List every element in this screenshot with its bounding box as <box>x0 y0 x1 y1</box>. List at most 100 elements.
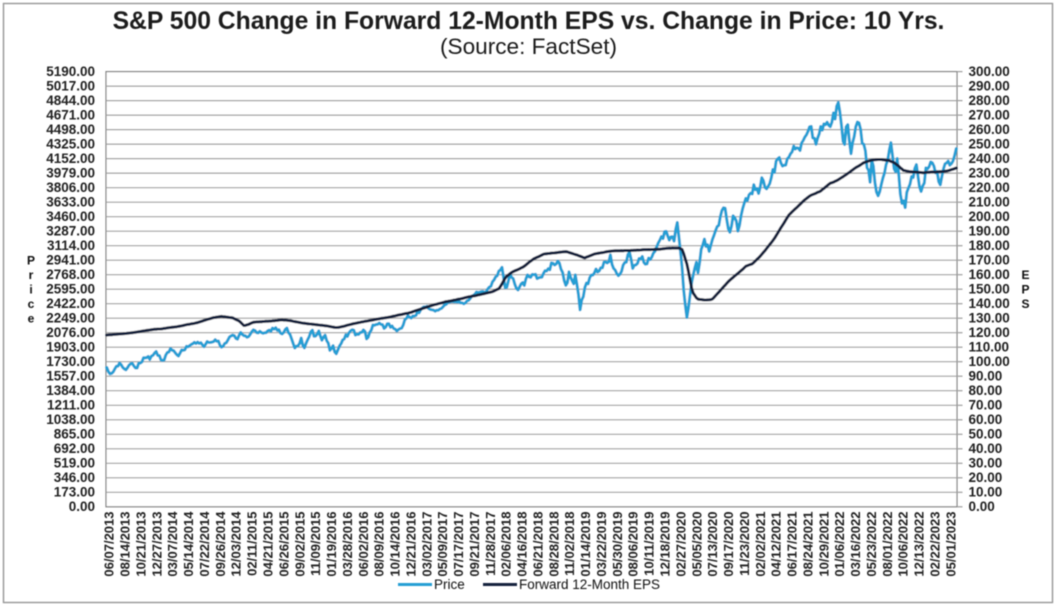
svg-text:210.00: 210.00 <box>969 195 1010 210</box>
svg-text:346.00: 346.00 <box>54 470 95 485</box>
svg-text:4325.00: 4325.00 <box>46 137 95 152</box>
svg-text:173.00: 173.00 <box>54 485 95 500</box>
svg-text:10/14/2016: 10/14/2016 <box>388 512 403 577</box>
svg-text:11/28/2017: 11/28/2017 <box>483 512 498 576</box>
svg-text:11/02/2018: 11/02/2018 <box>562 512 577 576</box>
svg-text:Price: Price <box>434 577 465 592</box>
svg-text:3633.00: 3633.00 <box>46 195 95 210</box>
svg-text:02/02/2021: 02/02/2021 <box>753 512 768 577</box>
svg-text:06/17/2021: 06/17/2021 <box>785 512 800 577</box>
svg-text:1730.00: 1730.00 <box>46 354 95 369</box>
svg-text:100.00: 100.00 <box>969 354 1010 369</box>
svg-text:260.00: 260.00 <box>969 122 1010 137</box>
svg-text:07/13/2020: 07/13/2020 <box>705 512 720 577</box>
svg-text:300.00: 300.00 <box>969 64 1010 79</box>
svg-text:40.00: 40.00 <box>969 441 1003 456</box>
svg-text:07/22/2014: 07/22/2014 <box>197 511 212 577</box>
svg-text:e: e <box>28 311 35 325</box>
svg-text:06/02/2016: 06/02/2016 <box>356 512 371 577</box>
svg-text:10/21/2013: 10/21/2013 <box>134 512 149 577</box>
svg-text:05/14/2014: 05/14/2014 <box>181 511 196 577</box>
svg-text:230.00: 230.00 <box>969 166 1010 181</box>
svg-text:08/24/2021: 08/24/2021 <box>800 512 815 577</box>
svg-text:692.00: 692.00 <box>54 441 95 456</box>
svg-text:60.00: 60.00 <box>969 412 1003 427</box>
svg-text:11/23/2020: 11/23/2020 <box>737 512 752 576</box>
svg-text:130.00: 130.00 <box>969 311 1010 326</box>
svg-text:3460.00: 3460.00 <box>46 209 95 224</box>
svg-text:02/11/2015: 02/11/2015 <box>245 512 260 576</box>
svg-text:5190.00: 5190.00 <box>46 64 95 79</box>
svg-text:09/21/2017: 09/21/2017 <box>467 512 482 577</box>
svg-text:1038.00: 1038.00 <box>46 412 95 427</box>
svg-text:250.00: 250.00 <box>969 137 1010 152</box>
svg-text:3979.00: 3979.00 <box>46 166 95 181</box>
svg-text:05/01/2023: 05/01/2023 <box>943 512 958 577</box>
svg-text:70.00: 70.00 <box>969 398 1003 413</box>
svg-text:r: r <box>29 268 34 282</box>
svg-text:12/13/2022: 12/13/2022 <box>912 512 927 577</box>
svg-text:4152.00: 4152.00 <box>46 151 95 166</box>
svg-text:S&P 500 Change in Forward 12-M: S&P 500 Change in Forward 12-Month EPS v… <box>113 8 945 35</box>
svg-text:08/01/2022: 08/01/2022 <box>880 512 895 577</box>
svg-text:02/06/2018: 02/06/2018 <box>499 512 514 577</box>
svg-text:01/06/2022: 01/06/2022 <box>832 512 847 577</box>
svg-text:50.00: 50.00 <box>969 427 1003 442</box>
svg-text:1903.00: 1903.00 <box>46 340 95 355</box>
svg-text:120.00: 120.00 <box>969 325 1010 340</box>
svg-text:240.00: 240.00 <box>969 151 1010 166</box>
svg-text:05/23/2022: 05/23/2022 <box>864 512 879 577</box>
svg-text:09/26/2014: 09/26/2014 <box>213 511 228 577</box>
svg-text:0.00: 0.00 <box>69 499 95 514</box>
svg-text:1211.00: 1211.00 <box>47 398 95 413</box>
svg-text:4498.00: 4498.00 <box>46 122 95 137</box>
svg-text:140.00: 140.00 <box>969 296 1010 311</box>
svg-text:03/16/2022: 03/16/2022 <box>848 512 863 577</box>
svg-text:220.00: 220.00 <box>969 180 1010 195</box>
svg-text:05/30/2019: 05/30/2019 <box>610 512 625 577</box>
svg-text:190.00: 190.00 <box>969 224 1010 239</box>
svg-text:2422.00: 2422.00 <box>46 296 95 311</box>
svg-text:30.00: 30.00 <box>969 456 1003 471</box>
svg-text:12/27/2013: 12/27/2013 <box>149 512 164 577</box>
svg-text:5017.00: 5017.00 <box>46 79 95 94</box>
svg-text:04/21/2015: 04/21/2015 <box>261 512 276 577</box>
svg-text:Forward 12-Month EPS: Forward 12-Month EPS <box>519 577 660 592</box>
svg-text:865.00: 865.00 <box>54 427 95 442</box>
svg-text:2768.00: 2768.00 <box>46 267 95 282</box>
svg-text:P: P <box>1021 282 1029 296</box>
svg-text:280.00: 280.00 <box>969 93 1010 108</box>
svg-text:519.00: 519.00 <box>54 456 95 471</box>
svg-text:110.00: 110.00 <box>969 340 1010 355</box>
svg-text:03/07/2014: 03/07/2014 <box>165 511 180 577</box>
svg-text:1384.00: 1384.00 <box>46 383 95 398</box>
svg-text:04/16/2018: 04/16/2018 <box>515 512 530 577</box>
svg-text:06/21/2018: 06/21/2018 <box>531 512 546 577</box>
svg-text:09/02/2015: 09/02/2015 <box>292 512 307 577</box>
svg-text:290.00: 290.00 <box>969 79 1010 94</box>
svg-text:180.00: 180.00 <box>969 238 1010 253</box>
svg-text:150.00: 150.00 <box>969 282 1010 297</box>
svg-text:02/22/2023: 02/22/2023 <box>928 512 943 577</box>
svg-text:08/14/2013: 08/14/2013 <box>118 512 133 577</box>
svg-text:03/02/2017: 03/02/2017 <box>419 512 434 577</box>
svg-text:2941.00: 2941.00 <box>46 253 95 268</box>
svg-text:01/14/2019: 01/14/2019 <box>578 512 593 577</box>
svg-text:E: E <box>1021 268 1029 282</box>
svg-text:05/09/2017: 05/09/2017 <box>435 512 450 577</box>
svg-text:08/09/2016: 08/09/2016 <box>372 512 387 577</box>
svg-text:160.00: 160.00 <box>969 267 1010 282</box>
svg-text:3114.00: 3114.00 <box>47 238 95 253</box>
svg-text:3806.00: 3806.00 <box>46 180 95 195</box>
svg-text:08/28/2018: 08/28/2018 <box>546 512 561 577</box>
svg-text:10/06/2022: 10/06/2022 <box>896 512 911 577</box>
svg-text:10/11/2019: 10/11/2019 <box>642 512 657 576</box>
svg-text:S: S <box>1021 297 1029 311</box>
svg-text:170.00: 170.00 <box>969 253 1010 268</box>
svg-text:80.00: 80.00 <box>969 383 1003 398</box>
svg-text:270.00: 270.00 <box>969 108 1010 123</box>
svg-text:05/05/2020: 05/05/2020 <box>689 512 704 577</box>
svg-text:12/18/2019: 12/18/2019 <box>658 512 673 577</box>
svg-text:06/07/2013: 06/07/2013 <box>102 512 117 577</box>
svg-text:P: P <box>27 253 35 267</box>
